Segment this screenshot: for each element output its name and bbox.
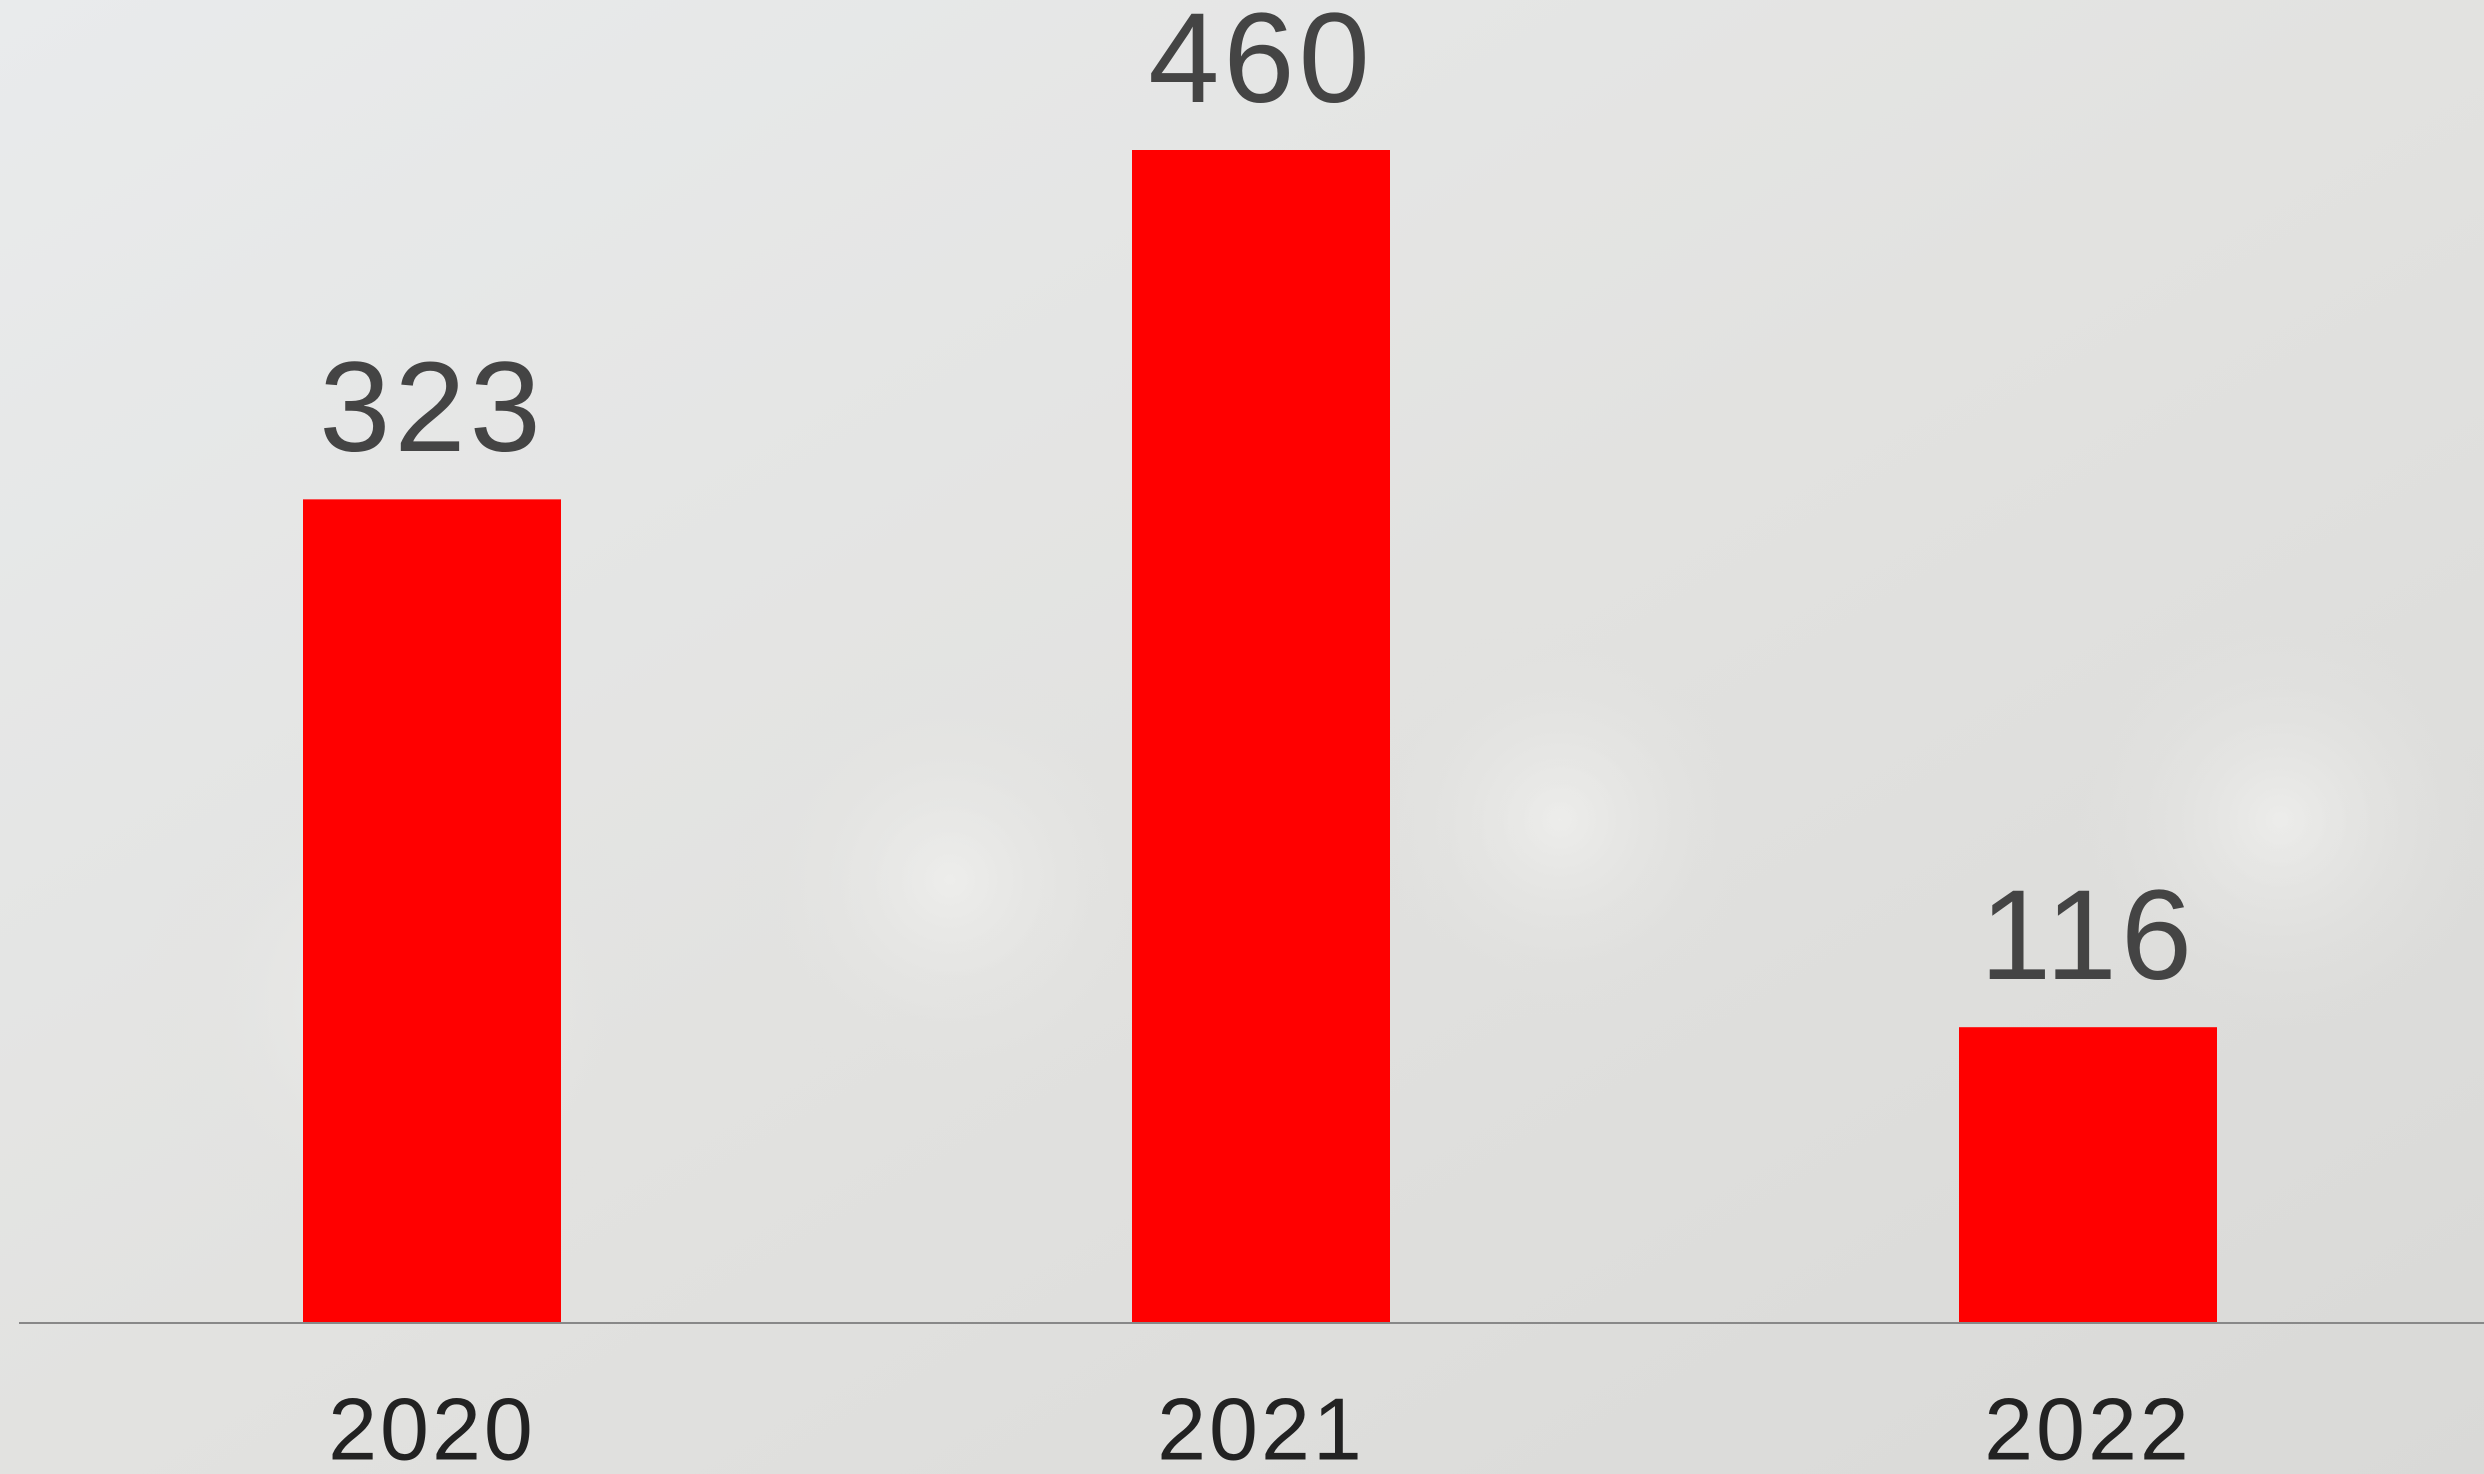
page: {"chart_data": {"type": "bar", "categori…	[0, 0, 2484, 1474]
value-label: 116	[1980, 864, 2196, 1007]
value-label: 323	[319, 336, 545, 479]
bar	[303, 499, 561, 1323]
x-tick-label: 2021	[1157, 1379, 1365, 1474]
value-label: 460	[1148, 0, 1374, 130]
x-tick-label: 2022	[1984, 1379, 2192, 1474]
x-tick-label: 2020	[328, 1379, 536, 1474]
bar	[1959, 1027, 2217, 1323]
bar	[1132, 150, 1390, 1323]
chart: 323 2020 460 2021 116 2022	[0, 0, 2484, 1474]
